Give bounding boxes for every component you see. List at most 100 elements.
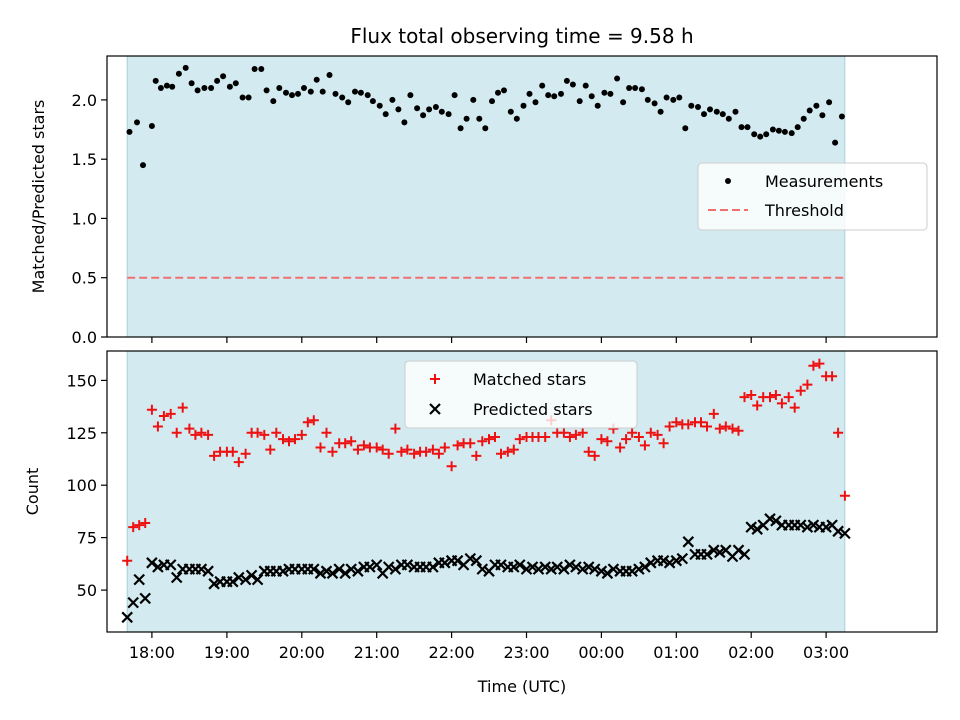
measurement-point (369, 98, 376, 105)
matched-star-point (827, 371, 838, 382)
matched-star-point (308, 415, 319, 426)
predicted-star-point (326, 567, 339, 580)
matched-star-point (471, 450, 482, 461)
legend-predicted-marker (429, 403, 441, 415)
measurement-point (476, 115, 483, 122)
measurement-point (134, 119, 140, 126)
matched-star-point (327, 446, 338, 457)
legend-box (697, 162, 928, 231)
measurement-point (389, 96, 396, 103)
y-tick-label: 75 (77, 529, 97, 548)
predicted-star-point (121, 611, 133, 624)
matched-star-point (252, 427, 263, 438)
matched-star-point (739, 392, 750, 403)
measurement-point (576, 98, 583, 105)
measurement-point (345, 99, 352, 106)
measurement-point (407, 92, 414, 99)
measurement-point (163, 82, 170, 89)
x-tick-label: 22:00 (429, 643, 475, 662)
measurement-point (607, 90, 614, 97)
measurement-point (651, 100, 658, 107)
measurement-point (414, 105, 421, 112)
matched-star-point (427, 444, 438, 455)
matched-star-point (452, 440, 463, 451)
predicted-star-point (401, 559, 414, 571)
measurement-point (701, 111, 707, 118)
matched-star-point (421, 446, 432, 457)
matched-star-point (128, 522, 139, 533)
matched-star-point (833, 427, 844, 438)
y-tick-label: 2.0 (72, 91, 97, 110)
matched-star-point (789, 402, 800, 413)
predicted-star-point (701, 548, 713, 561)
predicted-star-point (558, 563, 570, 575)
matched-star-point (284, 436, 294, 447)
predicted-star-point (308, 563, 320, 575)
matched-star-point (627, 427, 638, 438)
measurement-point (594, 102, 601, 109)
predicted-star-point (794, 519, 807, 531)
measurement-point (426, 106, 433, 113)
matched-star-point (152, 421, 163, 432)
ratio-panel: 0.0 0.5 1.0 1.5 2.0 Matched/Predicted stars Me… (29, 55, 938, 347)
predicted-star-point (476, 563, 489, 575)
predicted-star-point (427, 561, 439, 573)
measurement-point (695, 104, 701, 110)
y-axis-label: Matched/Predicted stars (29, 100, 48, 294)
measurement-point (364, 92, 371, 99)
matched-star-point (402, 444, 413, 455)
measurement-point (152, 77, 159, 84)
matched-star-point (645, 427, 656, 438)
matched-star-point (664, 421, 675, 432)
measurement-point (620, 99, 627, 106)
measurement-point (588, 93, 595, 100)
predicted-star-point (676, 552, 689, 565)
measurement-point (513, 115, 520, 122)
predicted-star-point (382, 561, 395, 573)
predicted-star-point (601, 567, 614, 580)
predicted-star-point (364, 561, 376, 573)
matched-star-point (371, 442, 382, 453)
measurement-point (188, 80, 195, 87)
measurement-point (301, 85, 307, 91)
measurement-point (220, 73, 227, 80)
matched-star-point (302, 417, 313, 428)
matched-star-point (652, 429, 663, 440)
measurement-point (395, 106, 402, 113)
measurement-point (376, 102, 383, 109)
measurement-point (800, 115, 807, 122)
measurement-point (251, 66, 258, 72)
measurement-point (763, 131, 770, 138)
measurement-point (276, 85, 283, 91)
matched-star-point (671, 417, 682, 428)
matched-star-point (746, 390, 757, 400)
measurement-point (614, 75, 621, 82)
measurement-point (182, 64, 189, 71)
measurement-point (482, 125, 489, 132)
measurement-point (775, 127, 782, 134)
matched-star-point (702, 421, 712, 432)
measurement-point (507, 108, 514, 115)
measurement-point (663, 94, 670, 101)
x-tick-label: 03:00 (803, 643, 849, 662)
measurement-point (501, 87, 507, 94)
matched-star-point (696, 417, 706, 428)
measurement-point (169, 83, 176, 90)
matched-star-point (484, 434, 494, 445)
measurement-point (732, 108, 739, 115)
matched-star-point (508, 444, 519, 455)
predicted-star-point (514, 559, 526, 571)
matched-star-point (340, 438, 351, 449)
matched-star-point (752, 400, 763, 411)
measurement-point (713, 108, 720, 115)
matched-star-point (358, 440, 369, 451)
matched-star-point (802, 379, 813, 390)
matched-star-point (502, 446, 513, 457)
measurement-point (352, 88, 358, 95)
x-tick-label: 23:00 (503, 643, 549, 662)
matched-star-point (409, 448, 420, 459)
predicted-star-point (451, 554, 464, 567)
matched-star-point (377, 444, 388, 455)
measurement-point (126, 128, 133, 135)
chart-title: Flux total observing time = 9.58 h (350, 24, 693, 48)
